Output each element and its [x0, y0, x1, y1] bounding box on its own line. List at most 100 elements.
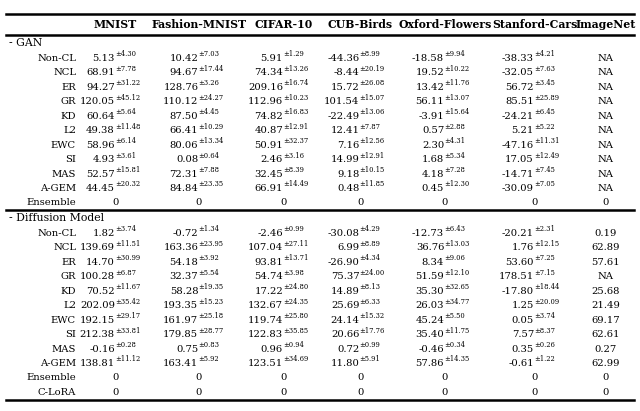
Text: ±3.98: ±3.98: [283, 269, 304, 277]
Text: ±24.80: ±24.80: [283, 283, 308, 291]
Text: 94.27: 94.27: [86, 83, 115, 92]
Text: 5.21: 5.21: [511, 126, 534, 135]
Text: 161.97: 161.97: [163, 316, 198, 325]
Text: ±7.05: ±7.05: [534, 180, 555, 188]
Text: 123.51: 123.51: [248, 359, 283, 368]
Text: ±14.35: ±14.35: [444, 356, 469, 363]
Text: 202.09: 202.09: [80, 301, 115, 310]
Text: 4.18: 4.18: [422, 170, 444, 178]
Text: - GAN: - GAN: [9, 38, 42, 48]
Text: Fashion-MNIST: Fashion-MNIST: [152, 19, 246, 30]
Text: ±11.76: ±11.76: [444, 79, 470, 87]
Text: 5.13: 5.13: [93, 54, 115, 63]
Text: 20.66: 20.66: [331, 330, 360, 339]
Text: ±15.07: ±15.07: [360, 94, 385, 102]
Text: ±25.80: ±25.80: [283, 312, 308, 320]
Text: 0: 0: [442, 199, 448, 208]
Text: 35.30: 35.30: [415, 287, 444, 296]
Text: -8.44: -8.44: [333, 68, 360, 77]
Text: -30.08: -30.08: [328, 229, 360, 238]
Text: ±3.26: ±3.26: [198, 79, 219, 87]
Text: ±34.69: ±34.69: [283, 356, 308, 363]
Text: 0.48: 0.48: [337, 184, 360, 193]
Text: 40.87: 40.87: [254, 126, 283, 135]
Text: 13.42: 13.42: [415, 83, 444, 92]
Text: ±5.54: ±5.54: [198, 269, 219, 277]
Text: -20.21: -20.21: [502, 229, 534, 238]
Text: 0: 0: [280, 199, 287, 208]
Text: ±2.31: ±2.31: [534, 226, 555, 233]
Text: 0: 0: [442, 374, 448, 383]
Text: 17.22: 17.22: [254, 287, 283, 296]
Text: 54.74: 54.74: [254, 272, 283, 282]
Text: EWC: EWC: [51, 141, 76, 150]
Text: ±0.64: ±0.64: [198, 152, 220, 159]
Text: ±13.26: ±13.26: [283, 65, 308, 73]
Text: 110.12: 110.12: [163, 97, 198, 106]
Text: 74.34: 74.34: [254, 68, 283, 77]
Text: ±45.12: ±45.12: [115, 94, 140, 102]
Text: 1.82: 1.82: [93, 229, 115, 238]
Text: 0: 0: [196, 388, 202, 397]
Text: SI: SI: [65, 330, 76, 339]
Text: ±11.51: ±11.51: [115, 240, 140, 248]
Text: ±6.43: ±6.43: [444, 226, 465, 233]
Text: ±15.23: ±15.23: [198, 298, 223, 306]
Text: 0.75: 0.75: [176, 344, 198, 353]
Text: - Diffusion Model: - Diffusion Model: [9, 213, 104, 223]
Text: ±7.78: ±7.78: [115, 65, 136, 73]
Text: ±7.45: ±7.45: [534, 166, 555, 174]
Text: -0.46: -0.46: [419, 344, 444, 353]
Text: 0.57: 0.57: [422, 126, 444, 135]
Text: 51.59: 51.59: [415, 272, 444, 282]
Text: 52.57: 52.57: [86, 170, 115, 178]
Text: A-GEM: A-GEM: [40, 359, 76, 368]
Text: 0: 0: [357, 199, 364, 208]
Text: 15.72: 15.72: [331, 83, 360, 92]
Text: 0.05: 0.05: [511, 316, 534, 325]
Text: ±20.32: ±20.32: [115, 180, 140, 188]
Text: ±13.06: ±13.06: [360, 108, 385, 116]
Text: 57.61: 57.61: [591, 258, 620, 267]
Text: ±27.11: ±27.11: [283, 240, 308, 248]
Text: A-GEM: A-GEM: [40, 184, 76, 193]
Text: ±6.45: ±6.45: [534, 108, 555, 116]
Text: 21.49: 21.49: [591, 301, 620, 310]
Text: 1.68: 1.68: [422, 155, 444, 164]
Text: ±32.37: ±32.37: [283, 137, 308, 145]
Text: 1.76: 1.76: [511, 243, 534, 252]
Text: 2.30: 2.30: [422, 141, 444, 150]
Text: ±35.85: ±35.85: [283, 327, 308, 335]
Text: 0.35: 0.35: [511, 344, 534, 353]
Text: ±10.23: ±10.23: [283, 94, 308, 102]
Text: 57.86: 57.86: [416, 359, 444, 368]
Text: ±24.00: ±24.00: [360, 269, 385, 277]
Text: NA: NA: [598, 272, 614, 282]
Text: ±7.88: ±7.88: [198, 166, 220, 174]
Text: 53.60: 53.60: [506, 258, 534, 267]
Text: 119.74: 119.74: [248, 316, 283, 325]
Text: 68.91: 68.91: [86, 68, 115, 77]
Text: ±20.19: ±20.19: [360, 65, 385, 73]
Text: 50.91: 50.91: [254, 141, 283, 150]
Text: ±15.81: ±15.81: [115, 166, 140, 174]
Text: ±10.22: ±10.22: [444, 65, 469, 73]
Text: NA: NA: [598, 155, 614, 164]
Text: 0: 0: [113, 199, 119, 208]
Text: 5.91: 5.91: [260, 54, 283, 63]
Text: 120.05: 120.05: [80, 97, 115, 106]
Text: ±5.50: ±5.50: [444, 312, 465, 320]
Text: -32.05: -32.05: [502, 68, 534, 77]
Text: ±12.49: ±12.49: [534, 152, 559, 159]
Text: 58.28: 58.28: [170, 287, 198, 296]
Text: 212.38: 212.38: [80, 330, 115, 339]
Text: ±12.91: ±12.91: [283, 122, 308, 131]
Text: NA: NA: [598, 83, 614, 92]
Text: -22.49: -22.49: [328, 112, 360, 121]
Text: ±1.29: ±1.29: [283, 51, 304, 58]
Text: ±5.64: ±5.64: [115, 108, 136, 116]
Text: 14.89: 14.89: [331, 287, 360, 296]
Text: C-LoRA: C-LoRA: [38, 388, 76, 397]
Text: ±23.95: ±23.95: [198, 240, 223, 248]
Text: ±12.15: ±12.15: [534, 240, 559, 248]
